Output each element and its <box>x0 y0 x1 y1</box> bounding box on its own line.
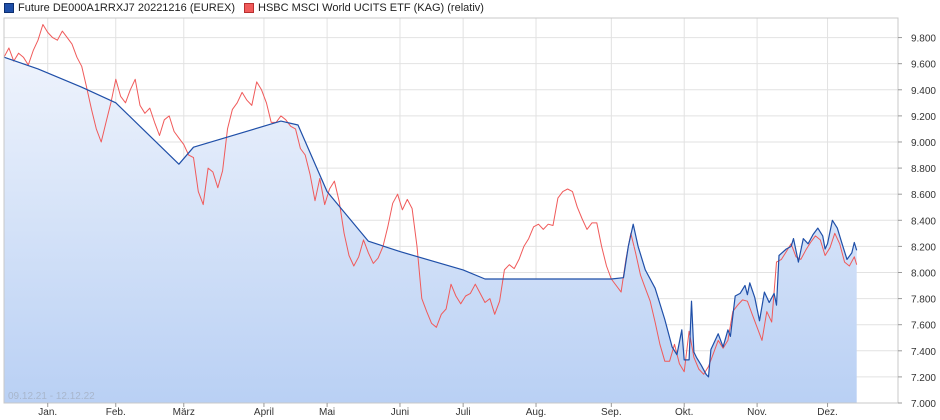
legend: Future DE000A1RRXJ7 20221216 (EUREX) HSB… <box>0 0 940 16</box>
y-tick-label: 8.800 <box>911 164 936 175</box>
y-tick-label: 8.200 <box>911 242 936 253</box>
legend-item-future[interactable]: Future DE000A1RRXJ7 20221216 (EUREX) <box>4 2 235 14</box>
y-tick-label: 7.000 <box>911 399 936 410</box>
y-tick-label: 7.400 <box>911 347 936 358</box>
y-tick-label: 8.600 <box>911 190 936 201</box>
y-tick-label: 9.600 <box>911 60 936 71</box>
y-tick-label: 9.800 <box>911 34 936 45</box>
x-tick-label: Juli <box>456 407 471 418</box>
series-line-future <box>3 56 858 378</box>
x-tick-label: März <box>173 407 195 418</box>
y-tick-label: 9.000 <box>911 138 936 149</box>
series-line-etf <box>3 24 858 375</box>
legend-label-future: Future DE000A1RRXJ7 20221216 (EUREX) <box>18 2 236 14</box>
x-axis: Jan. Feb. März April Mai Juni Juli Aug. Sep. Okt.… <box>38 403 838 418</box>
x-tick-label: Juni <box>391 407 409 418</box>
y-tick-label: 9.400 <box>911 86 936 97</box>
legend-swatch-future <box>4 3 14 13</box>
x-tick-label: Nov. <box>747 407 767 418</box>
x-tick-label: Aug. <box>526 407 547 418</box>
y-tick-label: 7.200 <box>911 373 936 384</box>
y-tick-label: 8.400 <box>911 216 936 227</box>
y-tick-label: 9.200 <box>911 112 936 123</box>
x-tick-label: Feb. <box>106 407 126 418</box>
series-lines <box>3 24 858 378</box>
x-tick-label: Dez. <box>817 407 838 418</box>
y-tick-label: 7.800 <box>911 295 936 306</box>
legend-swatch-etf <box>244 3 254 13</box>
date-range-label: 09.12.21 - 12.12.22 <box>8 391 95 402</box>
x-tick-label: Jan. <box>38 407 57 418</box>
legend-label-etf: HSBC MSCI World UCITS ETF (KAG) (relativ… <box>258 2 484 14</box>
y-axis: 9.800 9.600 9.400 9.200 9.000 8.800 8.600 8.400… <box>898 34 936 410</box>
area-fill <box>4 57 857 403</box>
y-tick-label: 7.600 <box>911 321 936 332</box>
plot-frame <box>3 17 899 404</box>
y-tick-label: 8.000 <box>911 268 936 279</box>
x-tick-label: Mai <box>319 407 335 418</box>
x-tick-label: April <box>254 407 274 418</box>
x-tick-label: Sep. <box>601 407 622 418</box>
series-area-future <box>4 57 857 403</box>
legend-item-etf[interactable]: HSBC MSCI World UCITS ETF (KAG) (relativ… <box>244 2 484 14</box>
x-tick-label: Okt. <box>675 407 693 418</box>
